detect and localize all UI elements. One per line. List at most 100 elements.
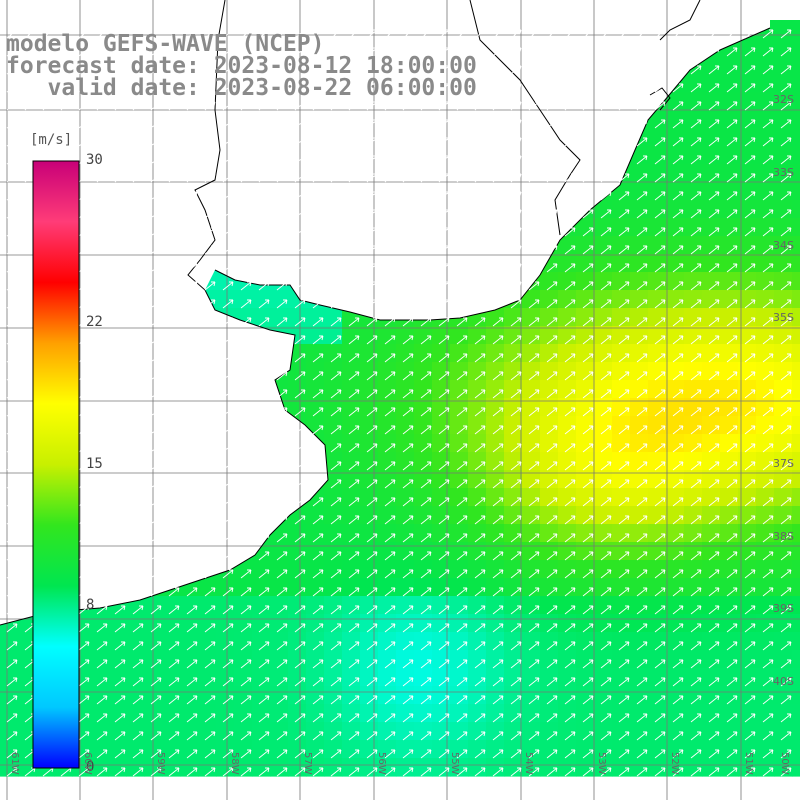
wind-arrow <box>402 497 414 507</box>
wind-arrow <box>330 371 342 381</box>
wind-arrow <box>258 605 270 615</box>
wind-cell <box>612 686 631 705</box>
wind-cell <box>576 632 595 651</box>
wind-arrow <box>132 731 144 741</box>
wind-cell <box>522 722 541 741</box>
wind-arrow <box>474 47 486 57</box>
wind-cell <box>468 470 487 489</box>
wind-arrow <box>114 443 126 453</box>
wind-arrow <box>312 29 324 39</box>
wind-arrow <box>726 407 738 417</box>
wind-arrow <box>42 65 54 75</box>
wind-cell <box>666 632 685 651</box>
wind-arrow <box>168 443 180 453</box>
wind-arrow <box>240 317 252 327</box>
wind-cell <box>522 470 541 489</box>
wind-arrow <box>186 281 198 291</box>
wind-arrow <box>492 281 504 291</box>
wind-arrow <box>150 569 162 579</box>
wind-arrow <box>582 281 594 291</box>
wind-cell <box>468 416 487 435</box>
wind-arrow <box>474 299 486 309</box>
wind-arrow <box>420 263 432 273</box>
wind-arrow <box>618 281 630 291</box>
wind-arrow <box>132 749 144 759</box>
wind-arrow <box>438 263 450 273</box>
wind-cell <box>522 758 541 777</box>
wind-arrow <box>492 479 504 489</box>
wind-arrow <box>402 191 414 201</box>
wind-cell <box>504 308 523 327</box>
wind-cell <box>396 524 415 543</box>
wind-cell <box>720 668 739 687</box>
wind-cell <box>756 236 775 255</box>
wind-arrow <box>438 191 450 201</box>
wind-arrow <box>366 281 378 291</box>
wind-arrow <box>240 533 252 543</box>
wind-cell <box>648 668 667 687</box>
wind-arrow <box>726 515 738 525</box>
wind-cell <box>612 578 631 597</box>
wind-arrow <box>492 767 504 777</box>
wind-cell <box>450 506 469 525</box>
wind-cell <box>612 488 631 507</box>
wind-arrow <box>780 389 792 399</box>
wind-cell <box>396 542 415 561</box>
wind-cell <box>486 488 505 507</box>
wind-cell <box>684 524 703 543</box>
wind-cell <box>414 596 433 615</box>
wind-arrow <box>132 281 144 291</box>
wind-arrow <box>564 659 576 669</box>
wind-arrow <box>384 245 396 255</box>
wind-arrow <box>654 641 666 651</box>
wind-cell <box>540 488 559 507</box>
wind-arrow <box>690 569 702 579</box>
wind-cell <box>180 632 199 651</box>
wind-arrow <box>222 317 234 327</box>
wind-arrow <box>582 29 594 39</box>
wind-arrow <box>96 65 108 75</box>
wind-arrow <box>186 713 198 723</box>
wind-arrow <box>528 209 540 219</box>
wind-arrow <box>222 623 234 633</box>
wind-arrow <box>438 479 450 489</box>
wind-cell <box>666 236 685 255</box>
wind-arrow <box>294 749 306 759</box>
wind-arrow <box>474 407 486 417</box>
wind-arrow <box>312 173 324 183</box>
wind-arrow <box>330 497 342 507</box>
wind-cell <box>774 488 793 507</box>
wind-arrow <box>690 47 702 57</box>
wind-cell <box>702 272 721 291</box>
wind-arrow <box>384 281 396 291</box>
wind-arrow <box>240 299 252 309</box>
wind-arrow <box>222 263 234 273</box>
wind-cell <box>756 632 775 651</box>
wind-cell <box>576 308 595 327</box>
wind-arrow <box>618 299 630 309</box>
wind-cell <box>792 308 800 327</box>
wind-cell <box>738 92 757 111</box>
wind-arrow <box>222 443 234 453</box>
wind-cell <box>684 686 703 705</box>
wind-arrow <box>150 245 162 255</box>
wind-arrow <box>420 533 432 543</box>
wind-arrow <box>744 101 756 111</box>
wind-cell <box>792 20 800 39</box>
wind-arrow <box>456 533 468 543</box>
wind-arrow <box>546 227 558 237</box>
wind-cell <box>450 416 469 435</box>
wind-arrow <box>276 497 288 507</box>
wind-arrow <box>132 497 144 507</box>
wind-arrow <box>384 119 396 129</box>
wind-arrow <box>744 353 756 363</box>
wind-arrow <box>744 695 756 705</box>
wind-cell <box>738 596 757 615</box>
wind-arrow <box>546 245 558 255</box>
wind-arrow <box>258 353 270 363</box>
wind-arrow <box>762 515 774 525</box>
wind-cell <box>486 686 505 705</box>
wind-arrow <box>438 731 450 741</box>
wind-arrow <box>456 29 468 39</box>
wind-arrow <box>708 605 720 615</box>
